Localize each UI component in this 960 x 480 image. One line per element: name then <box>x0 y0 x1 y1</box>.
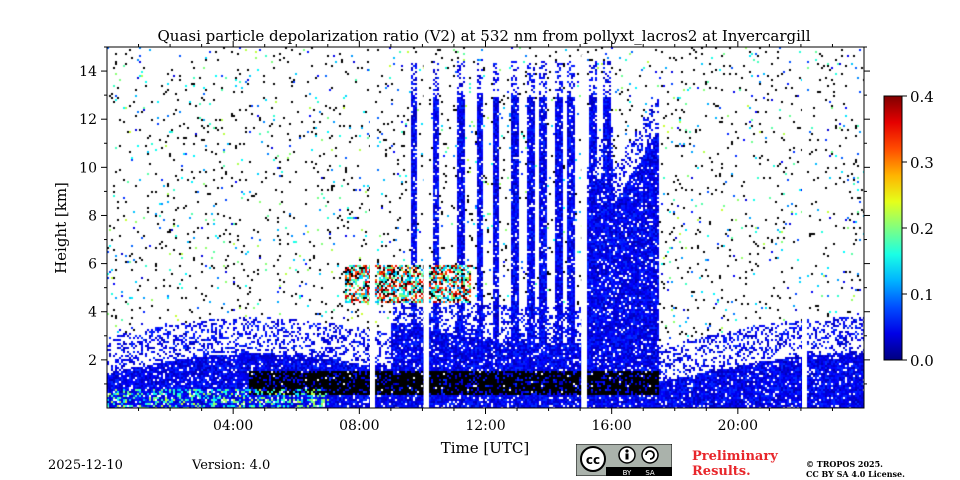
y-axis: 2 4 6 8 10 12 14 <box>79 46 870 385</box>
colorbar-tick-label: 0.3 <box>910 154 934 172</box>
data-gap-1 <box>423 55 428 408</box>
x-axis-label: Time [UTC] <box>441 439 530 457</box>
plot-area <box>106 46 865 409</box>
y-tick-label: 10 <box>79 160 97 176</box>
x-tick-label: 16:00 <box>591 418 631 434</box>
badge-sa-label: SA <box>645 469 655 476</box>
colorbar-tick-label: 0.2 <box>910 220 934 238</box>
badge-by-label: BY <box>623 469 632 476</box>
colorbar-tick-label: 0.4 <box>910 88 934 106</box>
colorbar-gradient <box>883 95 903 361</box>
copyright-line-2: CC BY SA 4.0 License. <box>806 469 905 479</box>
y-axis-label: Height [km] <box>52 182 70 274</box>
colorbar: 0.0 0.1 0.2 0.3 0.4 <box>883 88 934 370</box>
x-tick-label: 08:00 <box>339 418 379 434</box>
depolarization-heatmap <box>107 47 864 408</box>
x-axis: 04:00 08:00 12:00 16:00 20:00 <box>138 41 833 434</box>
cc-icon <box>580 446 606 472</box>
share-alike-icon <box>641 446 659 464</box>
svg-text:cc: cc <box>586 453 600 467</box>
colorbar-tick-label: 0.1 <box>910 286 934 304</box>
colorbar-tick-label: 0.0 <box>910 352 934 370</box>
date-label: 2025-12-10 <box>48 458 123 473</box>
y-tick-label: 6 <box>88 257 97 273</box>
data-gap-2 <box>581 55 586 408</box>
y-tick-label: 2 <box>88 353 97 369</box>
chart-title: Quasi particle depolarization ratio (V2)… <box>157 27 810 45</box>
data-gap-0 <box>369 55 374 408</box>
y-tick-label: 14 <box>79 64 97 80</box>
data-gap-3 <box>802 55 807 408</box>
version-label: Version: 4.0 <box>192 458 271 473</box>
y-tick-label: 4 <box>88 305 97 321</box>
copyright-line-1: © TROPOS 2025. <box>806 459 883 469</box>
x-tick-label: 12:00 <box>465 418 505 434</box>
copyright-note: © TROPOS 2025. CC BY SA 4.0 License. <box>806 459 905 479</box>
preliminary-line-2: Results. <box>692 464 751 479</box>
cc-by-sa-license-badge: cc BY SA <box>576 444 672 476</box>
preliminary-line-1: Preliminary <box>692 449 778 464</box>
preliminary-results-note: Preliminary Results. <box>692 449 778 479</box>
x-tick-label: 04:00 <box>213 418 253 434</box>
x-tick-label: 20:00 <box>718 418 758 434</box>
y-tick-label: 12 <box>79 112 97 128</box>
y-tick-label: 8 <box>88 208 97 224</box>
